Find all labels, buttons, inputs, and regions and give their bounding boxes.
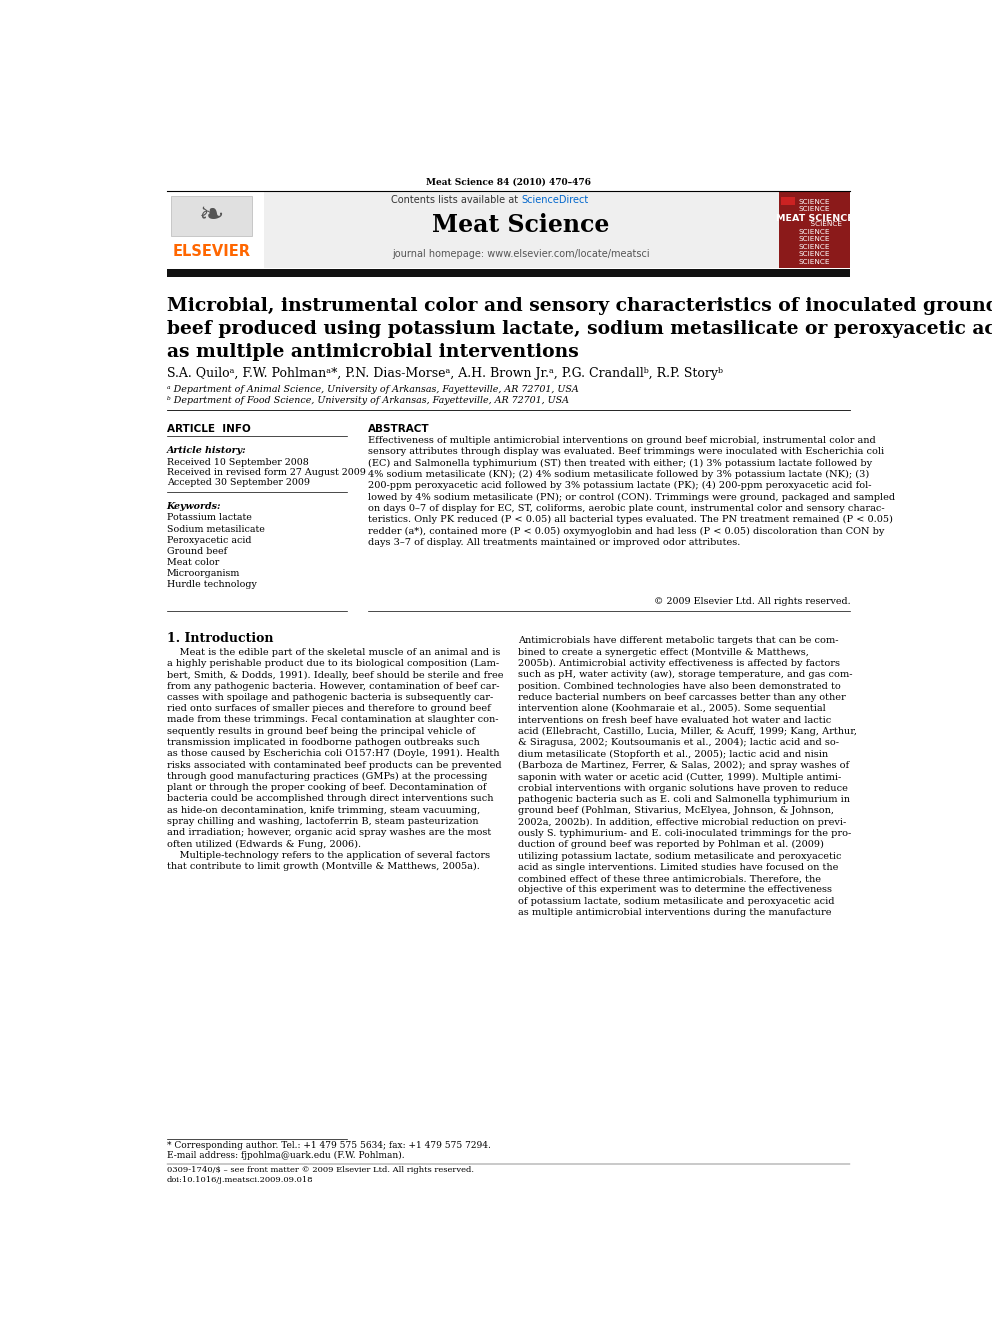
Text: Meat is the edible part of the skeletal muscle of an animal and is
a highly peri: Meat is the edible part of the skeletal … [167,648,503,872]
Text: doi:10.1016/j.meatsci.2009.09.018: doi:10.1016/j.meatsci.2009.09.018 [167,1176,313,1184]
Text: E-mail address: fjpohlma@uark.edu (F.W. Pohlman).: E-mail address: fjpohlma@uark.edu (F.W. … [167,1151,405,1160]
Bar [779,191,850,269]
Text: Accepted 30 September 2009: Accepted 30 September 2009 [167,478,310,487]
Text: ᵇ Department of Food Science, University of Arkansas, Fayetteville, AR 72701, US: ᵇ Department of Food Science, University… [167,396,568,405]
Text: ARTICLE  INFO: ARTICLE INFO [167,423,250,434]
Text: SCIENCE: SCIENCE [799,229,830,234]
Bar [167,191,264,269]
Text: * Corresponding author. Tel.: +1 479 575 5634; fax: +1 479 575 7294.: * Corresponding author. Tel.: +1 479 575… [167,1142,490,1150]
Text: Microorganism: Microorganism [167,569,240,578]
Text: 1. Introduction: 1. Introduction [167,632,273,646]
Text: Microbial, instrumental color and sensory characteristics of inoculated ground
b: Microbial, instrumental color and sensor… [167,298,992,361]
Text: ᵃ Department of Animal Science, University of Arkansas, Fayetteville, AR 72701, : ᵃ Department of Animal Science, Universi… [167,385,578,394]
Text: ABSTRACT: ABSTRACT [368,423,430,434]
Text: 0309-1740/$ – see front matter © 2009 Elsevier Ltd. All rights reserved.: 0309-1740/$ – see front matter © 2009 El… [167,1166,473,1174]
Bar [167,270,850,277]
Text: journal homepage: www.elsevier.com/locate/meatsci: journal homepage: www.elsevier.com/locat… [393,249,650,259]
Bar [171,196,252,235]
Text: Hurdle technology: Hurdle technology [167,581,257,589]
Text: SCIENCE: SCIENCE [799,258,830,265]
Text: ❧: ❧ [198,201,224,230]
Text: Meat color: Meat color [167,558,219,568]
Text: Received in revised form 27 August 2009: Received in revised form 27 August 2009 [167,468,365,476]
Text: Ground beef: Ground beef [167,546,227,556]
Text: © 2009 Elsevier Ltd. All rights reserved.: © 2009 Elsevier Ltd. All rights reserved… [654,597,850,606]
Text: ELSEVIER: ELSEVIER [173,243,250,259]
Text: Received 10 September 2008: Received 10 September 2008 [167,458,309,467]
Text: SCIENCE: SCIENCE [799,243,830,250]
Text: Contents lists available at: Contents lists available at [391,196,521,205]
Text: MEAT SCIENCE: MEAT SCIENCE [776,214,853,222]
Text: Peroxyacetic acid: Peroxyacetic acid [167,536,251,545]
Text: Effectiveness of multiple antimicrobial interventions on ground beef microbial, : Effectiveness of multiple antimicrobial … [368,437,895,548]
Text: SCIENCE: SCIENCE [788,221,841,228]
Bar [782,197,796,205]
Text: Meat Science: Meat Science [433,213,610,237]
Text: SCIENCE: SCIENCE [799,235,830,242]
Text: Sodium metasilicate: Sodium metasilicate [167,524,265,533]
Text: SCIENCE: SCIENCE [799,198,830,205]
Text: SCIENCE: SCIENCE [799,251,830,257]
Text: Keywords:: Keywords: [167,503,221,511]
Text: ScienceDirect: ScienceDirect [521,196,588,205]
Text: Potassium lactate: Potassium lactate [167,513,252,523]
Bar [167,191,850,269]
Text: S.A. Quiloᵃ, F.W. Pohlmanᵃ*, P.N. Dias-Morseᵃ, A.H. Brown Jr.ᵃ, P.G. Crandallᵇ, : S.A. Quiloᵃ, F.W. Pohlmanᵃ*, P.N. Dias-M… [167,366,722,380]
Text: Article history:: Article history: [167,446,246,455]
Text: SCIENCE: SCIENCE [799,206,830,212]
Text: Meat Science 84 (2010) 470–476: Meat Science 84 (2010) 470–476 [426,177,591,187]
Text: Antimicrobials have different metabolic targets that can be com-
bined to create: Antimicrobials have different metabolic … [519,636,857,917]
